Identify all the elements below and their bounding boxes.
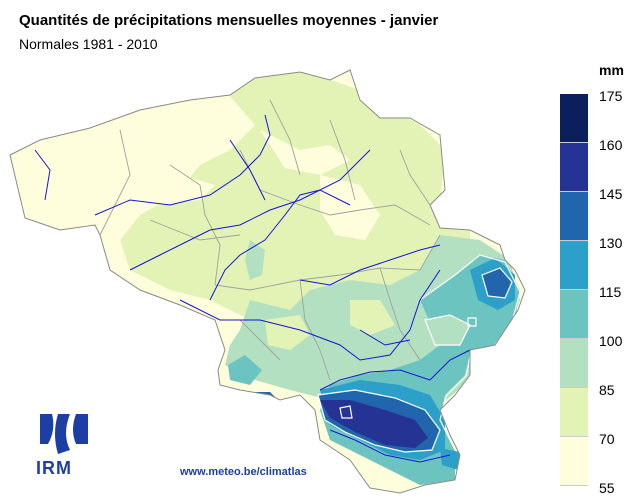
legend-swatch-100-115 <box>560 290 588 339</box>
legend-swatch-145-160 <box>560 143 588 192</box>
zone-130-145 <box>482 268 512 298</box>
legend-swatch-85-100 <box>560 339 588 388</box>
legend-colorbar <box>560 94 588 486</box>
map-title: Quantités de précipitations mensuelles m… <box>19 12 439 29</box>
legend-tick: 85 <box>599 382 615 398</box>
country-border <box>9 69 526 494</box>
legend-unit: mm <box>599 62 624 78</box>
legend-tick: 55 <box>599 480 615 496</box>
legend-tick: 145 <box>599 186 623 202</box>
legend-swatch-70-85 <box>560 388 588 437</box>
legend-tick: 130 <box>599 235 623 251</box>
legend-swatch-160-175 <box>560 94 588 143</box>
legend-tick: 100 <box>599 333 623 349</box>
legend-tick: 70 <box>599 431 615 447</box>
legend-tick: 175 <box>599 88 623 104</box>
zone-70-85 <box>120 70 470 330</box>
irm-logo-icon <box>40 414 88 454</box>
zone-145-160 <box>320 400 428 448</box>
footer-link[interactable]: www.meteo.be/climatlas <box>180 466 307 478</box>
legend-tick: 160 <box>599 137 623 153</box>
legend-tick: 115 <box>599 284 622 300</box>
legend-swatch-115-130 <box>560 241 588 290</box>
rivers <box>34 114 471 463</box>
legend-swatch-55-70 <box>560 437 588 486</box>
legend-swatch-130-145 <box>560 192 588 241</box>
irm-logo-text: IRM <box>36 458 72 478</box>
map-subtitle: Normales 1981 - 2010 <box>19 36 158 52</box>
